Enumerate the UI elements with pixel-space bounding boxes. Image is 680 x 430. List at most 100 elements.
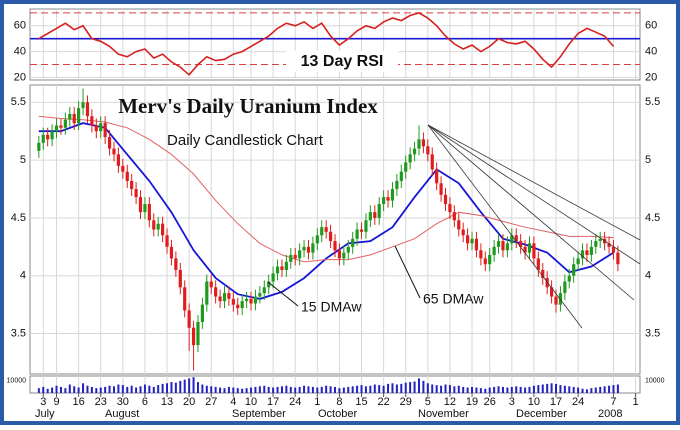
candle-body xyxy=(576,258,580,265)
volume-bar xyxy=(590,388,593,393)
volume-bar xyxy=(417,378,420,393)
x-tick-label: 20 xyxy=(183,396,195,408)
candle-body xyxy=(510,235,514,244)
volume-bar xyxy=(484,388,487,393)
chart-subtitle: Daily Candlestick Chart xyxy=(167,132,324,149)
volume-bar xyxy=(37,388,40,393)
candle-body xyxy=(134,189,138,198)
x-tick-label: 6 xyxy=(142,396,148,408)
volume-bar xyxy=(263,385,266,393)
volume-bar xyxy=(303,385,306,393)
volume-bar xyxy=(528,386,531,393)
volume-bar xyxy=(444,384,447,393)
volume-bar xyxy=(395,384,398,393)
y-tick-label: 5.5 xyxy=(645,96,660,108)
volume-bar xyxy=(431,384,434,393)
ma-label: 15 DMAw xyxy=(301,299,362,315)
volume-bar xyxy=(298,386,301,393)
volume-bar xyxy=(95,388,98,393)
candle-body xyxy=(258,293,262,297)
volume-bar xyxy=(205,385,208,393)
candle-body xyxy=(457,220,461,230)
y-tick-label: 40 xyxy=(645,46,657,58)
candle-body xyxy=(541,269,545,279)
candle-body xyxy=(364,220,368,232)
volume-bar xyxy=(188,378,191,393)
volume-bar xyxy=(400,383,403,393)
volume-bar xyxy=(64,388,67,393)
volume-bar xyxy=(466,387,469,393)
month-label: November xyxy=(418,408,469,420)
x-tick-label: 12 xyxy=(444,396,456,408)
candle-body xyxy=(324,227,328,232)
candle-body xyxy=(519,241,523,247)
volume-bar xyxy=(258,386,261,393)
rsi-title-bg xyxy=(286,51,398,72)
volume-bar xyxy=(73,386,76,393)
x-tick-label: 13 xyxy=(161,396,173,408)
volume-bar xyxy=(117,384,120,393)
volume-bar xyxy=(236,388,239,393)
candle-body xyxy=(99,123,103,132)
volume-bar xyxy=(347,386,350,393)
volume-bar xyxy=(227,386,230,393)
candle-body xyxy=(461,229,465,236)
candle-body xyxy=(488,254,492,265)
month-label: December xyxy=(516,408,567,420)
volume-bar xyxy=(546,383,549,393)
candle-body xyxy=(289,254,293,262)
candle-body xyxy=(328,231,333,242)
candle-body xyxy=(280,266,284,270)
candle-body xyxy=(492,246,496,255)
volume-bar xyxy=(130,385,133,393)
volume-bar xyxy=(82,383,85,393)
candle-body xyxy=(107,137,112,149)
candle-body xyxy=(351,238,355,247)
volume-bar xyxy=(143,384,146,393)
x-tick-label: 4 xyxy=(230,396,236,408)
volume-bar xyxy=(68,384,71,393)
volume-bar xyxy=(453,386,456,393)
volume-bar xyxy=(42,386,45,393)
chart-title: Merv's Daily Uranium Index xyxy=(118,94,378,118)
volume-bar xyxy=(369,385,372,393)
x-tick-label: 3 xyxy=(509,396,515,408)
annotation-pointer xyxy=(394,245,421,299)
volume-bar xyxy=(364,386,367,393)
candle-body xyxy=(156,223,160,230)
candle-body xyxy=(293,254,297,259)
fan-line xyxy=(427,124,640,265)
volume-bar xyxy=(501,386,504,393)
volume-bar xyxy=(510,386,513,393)
volume-bar xyxy=(51,387,54,393)
volume-bar xyxy=(519,386,522,393)
volume-bar xyxy=(170,382,173,393)
y-tick-label: 10000 xyxy=(645,378,665,385)
volume-bar xyxy=(537,385,540,393)
volume-bar xyxy=(599,386,602,393)
volume-bar xyxy=(179,380,182,393)
candle-body xyxy=(152,220,156,230)
y-tick-label: 10000 xyxy=(7,378,27,385)
candle-body xyxy=(116,154,121,166)
candle-body xyxy=(536,258,540,270)
volume-bar xyxy=(608,385,611,393)
x-tick-label: 10 xyxy=(245,396,257,408)
volume-bar xyxy=(90,386,93,393)
y-tick-label: 40 xyxy=(14,46,26,58)
x-tick-label: 3 xyxy=(40,396,46,408)
volume-bar xyxy=(338,388,341,393)
volume-bar xyxy=(254,386,257,393)
volume-bar xyxy=(280,386,283,393)
fan-line xyxy=(427,124,635,301)
volume-bar xyxy=(99,387,102,393)
candle-body xyxy=(412,148,417,155)
candle-body xyxy=(125,171,129,181)
x-tick-label: 24 xyxy=(289,396,301,408)
candle-body xyxy=(41,134,45,143)
volume-bar xyxy=(448,385,451,393)
candle-body xyxy=(302,246,306,251)
candle-body xyxy=(395,180,399,190)
candle-body xyxy=(63,119,67,128)
